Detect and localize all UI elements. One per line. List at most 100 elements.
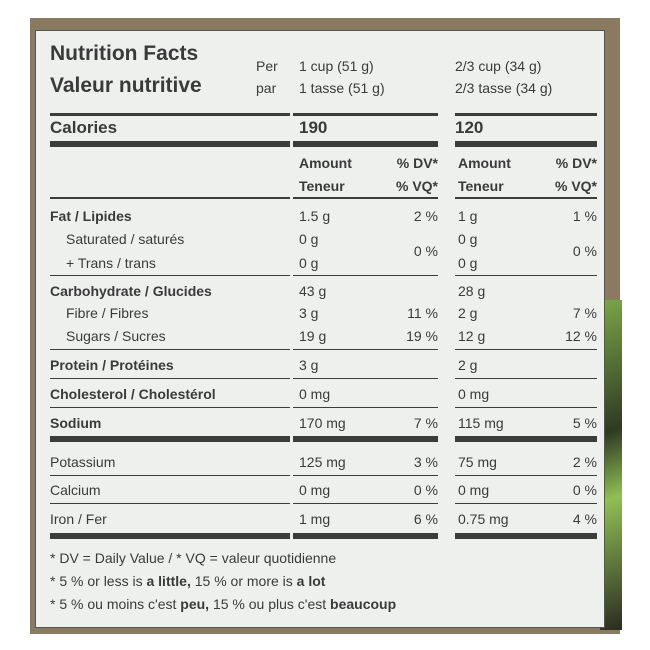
nutrient-label: Fibre / Fibres (66, 305, 149, 321)
amount-serving2: 28 g (458, 283, 486, 299)
dv-serving2: 0 % (572, 243, 597, 259)
dv-serving2: 12 % (565, 328, 597, 344)
amount-serving1: 1 mg (299, 511, 331, 527)
amount-serving1: 0 mg (299, 386, 331, 402)
amount-serving2: 1 g (458, 208, 478, 224)
nutrient-label: Protein / Protéines (50, 357, 174, 373)
dv-serving1: 2 % (413, 208, 438, 224)
nutrient-label: Sodium (50, 415, 102, 431)
nutrient-label: Iron / Fer (50, 511, 107, 527)
dv-serving2: 2 % (572, 454, 597, 470)
amount-serving2: 0 mg (458, 482, 490, 498)
footnote-fr: * 5 % ou moins c'est peu, 15 % ou plus c… (50, 596, 397, 612)
amount-serving1: 0 g (299, 255, 319, 271)
divider (293, 197, 438, 199)
divider (455, 197, 597, 199)
divider (293, 475, 438, 476)
amount-serving1: 1.5 g (299, 208, 331, 224)
divider (50, 378, 290, 379)
dv-fr-1: % VQ* (395, 178, 438, 194)
nutrient-label: Calcium (50, 482, 101, 498)
footnote-dv: * DV = Daily Value / * VQ = valeur quoti… (50, 550, 337, 566)
per-fr: par (256, 80, 277, 96)
divider (50, 475, 290, 476)
divider (50, 275, 290, 276)
amount-serving2: 0.75 mg (458, 511, 509, 527)
divider (455, 436, 597, 442)
amount-serving2: 0 g (458, 255, 478, 271)
footnote-en: * 5 % or less is a little, 15 % or more … (50, 573, 326, 589)
dv-serving1: 6 % (413, 511, 438, 527)
divider (50, 436, 290, 442)
serving2-fr: 2/3 tasse (34 g) (455, 80, 553, 96)
divider (293, 349, 438, 350)
divider (50, 349, 290, 350)
title-en: Nutrition Facts (50, 42, 199, 65)
divider (455, 533, 597, 539)
amount-serving2: 12 g (458, 328, 486, 344)
divider (455, 378, 597, 379)
dv-serving1: 19 % (406, 328, 438, 344)
amount-serving2: 115 mg (458, 415, 504, 431)
divider (455, 275, 597, 276)
nutrient-label: Carbohydrate / Glucides (50, 283, 212, 299)
amount-en-2: Amount (458, 155, 511, 171)
dv-en-1: % DV* (396, 155, 438, 171)
amount-serving1: 3 g (299, 357, 319, 373)
divider (50, 141, 290, 147)
amount-serving1: 125 mg (299, 454, 346, 470)
calories-2: 120 (455, 118, 484, 137)
divider (293, 436, 438, 442)
dv-serving1: 11 % (407, 305, 438, 321)
per-en: Per (256, 58, 278, 74)
dv-serving2: 0 % (572, 482, 597, 498)
amount-fr-2: Teneur (458, 178, 504, 194)
amount-serving2: 2 g (458, 357, 478, 373)
calories-label: Calories (50, 118, 118, 137)
amount-serving1: 43 g (299, 283, 327, 299)
amount-fr-1: Teneur (299, 178, 345, 194)
divider (50, 197, 290, 199)
amount-serving1: 19 g (299, 328, 327, 344)
title-fr: Valeur nutritive (50, 74, 202, 97)
dv-serving2: 1 % (572, 208, 597, 224)
dv-serving1: 0 % (413, 482, 438, 498)
divider (293, 378, 438, 379)
nutrition-facts-panel (35, 30, 605, 628)
divider (455, 141, 597, 147)
serving1-en: 1 cup (51 g) (299, 58, 374, 74)
amount-serving1: 0 g (299, 231, 319, 247)
nutrient-label: Fat / Lipides (50, 208, 132, 224)
amount-serving2: 0 g (458, 231, 478, 247)
amount-en-1: Amount (299, 155, 352, 171)
divider (455, 407, 597, 408)
dv-serving1: 7 % (413, 415, 438, 431)
divider (50, 113, 290, 116)
amount-serving2: 0 mg (458, 386, 490, 402)
divider (293, 503, 438, 504)
calories-1: 190 (299, 118, 328, 137)
divider (293, 141, 438, 147)
dv-serving2: 4 % (572, 511, 597, 527)
serving1-fr: 1 tasse (51 g) (299, 80, 385, 96)
dv-serving2: 5 % (572, 415, 597, 431)
divider (50, 407, 290, 408)
divider (455, 475, 597, 476)
divider (455, 503, 597, 504)
nutrient-label: Potassium (50, 454, 116, 470)
amount-serving2: 2 g (458, 305, 478, 321)
nutrient-label: Saturated / saturés (66, 231, 185, 247)
nutrient-label: + Trans / trans (66, 255, 156, 271)
package-graphic (600, 300, 622, 630)
amount-serving1: 0 mg (299, 482, 331, 498)
divider (455, 113, 597, 116)
divider (50, 503, 290, 504)
divider (455, 349, 597, 350)
divider (293, 407, 438, 408)
dv-serving1: 0 % (413, 243, 438, 259)
nutrient-label: Sugars / Sucres (66, 328, 166, 344)
dv-en-2: % DV* (555, 155, 597, 171)
divider (293, 533, 438, 539)
dv-serving2: 7 % (572, 305, 597, 321)
amount-serving1: 170 mg (299, 415, 346, 431)
